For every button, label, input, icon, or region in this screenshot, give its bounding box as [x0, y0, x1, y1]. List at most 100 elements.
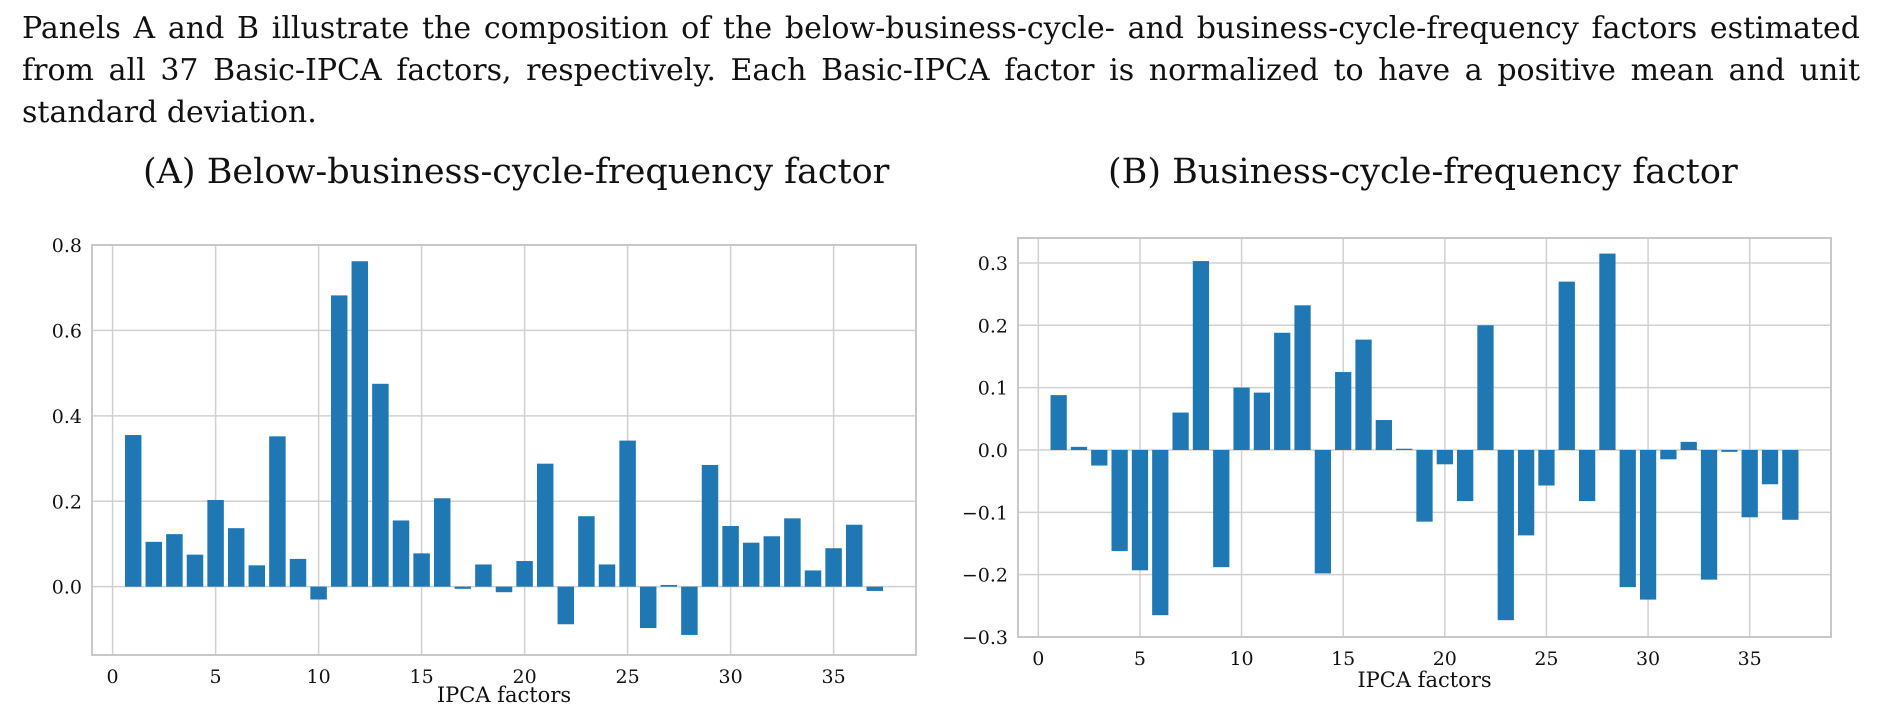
- plot-frame: [91, 244, 917, 656]
- bar: [763, 536, 781, 587]
- bar: [1233, 387, 1250, 450]
- bar: [475, 564, 492, 587]
- y-tick-label: 0.1: [978, 378, 1008, 400]
- bar: [1639, 449, 1657, 600]
- bar: [557, 586, 575, 625]
- x-tick-label: 10: [307, 666, 331, 688]
- bar: [495, 586, 513, 593]
- bar: [1172, 412, 1189, 450]
- bar: [742, 542, 760, 587]
- bar: [598, 564, 616, 587]
- x-tick-label: 35: [822, 666, 846, 688]
- x-tick-label: 30: [719, 666, 743, 688]
- bar: [1619, 449, 1636, 588]
- figure-caption: Panels A and B illustrate the compositio…: [22, 11, 1860, 130]
- bar: [1700, 449, 1718, 580]
- bar: [1192, 261, 1210, 450]
- bar: [269, 436, 286, 587]
- bar: [1436, 449, 1453, 465]
- bar: [1213, 449, 1230, 568]
- x-tick-label: 20: [1433, 648, 1457, 670]
- bar: [619, 440, 636, 587]
- bar: [1091, 449, 1108, 466]
- bar: [1558, 281, 1575, 450]
- bar: [578, 516, 595, 587]
- bar: [1721, 449, 1738, 452]
- bar: [1457, 449, 1474, 502]
- x-axis-label: IPCA factors: [437, 683, 571, 707]
- bar: [845, 524, 863, 587]
- bar: [413, 553, 430, 587]
- y-tick-label: 0.6: [52, 320, 82, 342]
- bar: [454, 586, 472, 589]
- bar: [207, 499, 224, 587]
- y-tick-label: 0.0: [978, 440, 1008, 462]
- bar: [825, 548, 842, 587]
- y-tick-label: 0.3: [978, 253, 1008, 275]
- bar: [722, 526, 739, 587]
- bar: [145, 541, 163, 587]
- x-tick-label: 15: [1331, 648, 1355, 670]
- bar: [1680, 441, 1697, 450]
- bar: [1396, 448, 1413, 450]
- bar: [784, 518, 801, 587]
- bar: [1416, 449, 1433, 522]
- bar: [1538, 449, 1555, 486]
- bar: [1375, 420, 1392, 450]
- x-tick-label: 5: [1134, 648, 1146, 670]
- x-tick-label: 25: [616, 666, 640, 688]
- panel-b-title: (B) Business-cycle-frequency factor: [1108, 152, 1738, 192]
- bar: [1294, 305, 1311, 450]
- bar: [1152, 449, 1169, 616]
- bar: [433, 498, 451, 587]
- bar: [1274, 332, 1291, 450]
- bar: [1111, 449, 1128, 551]
- y-tick-label: 0.4: [52, 406, 82, 428]
- x-tick-label: 10: [1229, 648, 1253, 670]
- bar: [1497, 449, 1514, 621]
- bar: [372, 383, 389, 587]
- x-tick-label: 35: [1738, 648, 1762, 670]
- bar: [1517, 449, 1535, 536]
- x-tick-label: 20: [513, 666, 537, 688]
- bar: [866, 586, 884, 591]
- bar: [1355, 339, 1372, 450]
- x-tick-label: 0: [1032, 648, 1044, 670]
- x-axis-label: IPCA factors: [1357, 668, 1491, 692]
- y-tick-label: 0.2: [52, 491, 82, 513]
- bar: [227, 528, 245, 587]
- bar: [351, 261, 369, 587]
- bar: [516, 561, 533, 587]
- x-tick-label: 0: [107, 666, 119, 688]
- bar: [1070, 446, 1088, 450]
- x-tick-label: 5: [210, 666, 222, 688]
- bar: [639, 586, 657, 629]
- bar: [804, 570, 822, 587]
- bar: [166, 534, 183, 587]
- bar: [1253, 392, 1271, 450]
- bar: [1050, 395, 1067, 450]
- bar: [1741, 449, 1758, 518]
- panel-a-title: (A) Below-business-cycle-frequency facto…: [143, 152, 890, 192]
- bar: [1335, 372, 1352, 450]
- bar: [289, 558, 307, 587]
- bar: [392, 520, 410, 587]
- y-tick-label: −0.3: [962, 627, 1008, 649]
- bar: [660, 584, 678, 587]
- y-tick-label: −0.2: [962, 565, 1008, 587]
- bar: [1131, 449, 1149, 571]
- y-tick-label: 0.2: [978, 315, 1008, 337]
- bar: [124, 435, 142, 587]
- plot-frame: [1017, 237, 1832, 638]
- x-tick-label: 25: [1534, 648, 1558, 670]
- bar: [1477, 325, 1494, 450]
- bar: [1761, 449, 1779, 485]
- bar: [1578, 449, 1596, 502]
- bar: [1782, 449, 1799, 520]
- bar: [1660, 449, 1677, 460]
- x-tick-label: 15: [410, 666, 434, 688]
- bar: [701, 464, 719, 587]
- y-tick-label: 0.8: [52, 235, 82, 257]
